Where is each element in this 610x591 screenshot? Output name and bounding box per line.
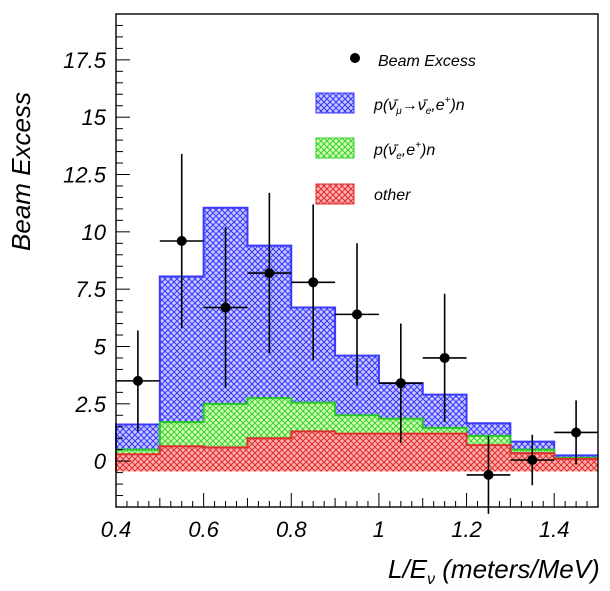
data-point-10 [571, 427, 582, 438]
legend-label-other: other [374, 187, 411, 204]
data-points [116, 153, 598, 514]
x-tick-label-4: 1.2 [451, 517, 482, 542]
data-point-8 [483, 469, 494, 480]
y-tick-label-3: 7.5 [75, 277, 106, 302]
x-tick-label-1: 0.6 [188, 517, 219, 542]
y-tick-label-4: 10 [82, 220, 107, 245]
x-tick-label-3: 1 [373, 517, 385, 542]
hist-bar-other-3 [247, 438, 292, 472]
x-tick-label-5: 1.4 [539, 517, 570, 542]
y-tick-label-2: 5 [94, 334, 107, 359]
stacked-histograms [115, 206, 598, 472]
data-point-5 [352, 309, 362, 320]
hist-bar-other-2 [203, 447, 248, 472]
legend-swatch-nuebar [315, 137, 355, 159]
data-point-9 [527, 454, 538, 465]
x-axis-title: L/Eν (meters/MeV) [388, 554, 600, 588]
hist-bar-other-4 [291, 431, 336, 472]
x-axis-title-unit: (meters/MeV) [435, 554, 600, 584]
hist-bar-other-7 [422, 433, 467, 472]
y-tick-label-5: 12.5 [63, 163, 107, 188]
hist-bar-other-10 [554, 458, 598, 472]
data-point-6 [395, 378, 406, 389]
data-point-1 [176, 236, 187, 247]
data-point-0 [132, 375, 143, 386]
y-tick-label-7: 17.5 [63, 48, 107, 73]
y-tick-label-6: 15 [82, 105, 107, 130]
legend-label-nuebar: p(ν̄e,e+)n [373, 140, 435, 162]
data-point-7 [439, 352, 450, 363]
legend: Beam Excess p(ν̄μ→ν̄e,e+)n p(ν̄e,e+)n ot… [315, 53, 476, 205]
y-axis-title: Beam Excess [6, 92, 36, 251]
legend-label-beam-excess: Beam Excess [378, 53, 476, 70]
legend-marker-beam-excess [350, 53, 360, 63]
y-tick-label-1: 2.5 [74, 392, 106, 417]
x-axis-title-main: L/E [388, 554, 428, 584]
legend-swatch-signal [315, 92, 355, 114]
hist-bar-other-1 [159, 446, 204, 472]
data-point-4 [308, 277, 319, 288]
hist-outline-other [115, 430, 598, 472]
hist-bar-other-0 [116, 454, 160, 472]
x-tick-label-0: 0.4 [101, 517, 132, 542]
legend-swatch-other [315, 183, 355, 205]
data-point-3 [264, 268, 275, 279]
data-point-2 [220, 302, 231, 313]
hist-outline-nuebar [115, 397, 598, 472]
x-tick-label-2: 0.8 [276, 517, 307, 542]
hist-outline-signal [115, 206, 598, 472]
hist-bar-other-5 [335, 433, 379, 472]
legend-label-signal: p(ν̄μ→ν̄e,e+)n [373, 95, 465, 117]
x-axis-title-sub: ν [427, 571, 435, 588]
y-axis-ticks: 0 2.5 5 7.5 10 12.5 15 17.5 [63, 13, 130, 508]
x-axis-ticks: 0.4 0.6 0.8 1 1.2 1.4 [101, 493, 599, 542]
y-tick-label-0: 0 [94, 449, 107, 474]
